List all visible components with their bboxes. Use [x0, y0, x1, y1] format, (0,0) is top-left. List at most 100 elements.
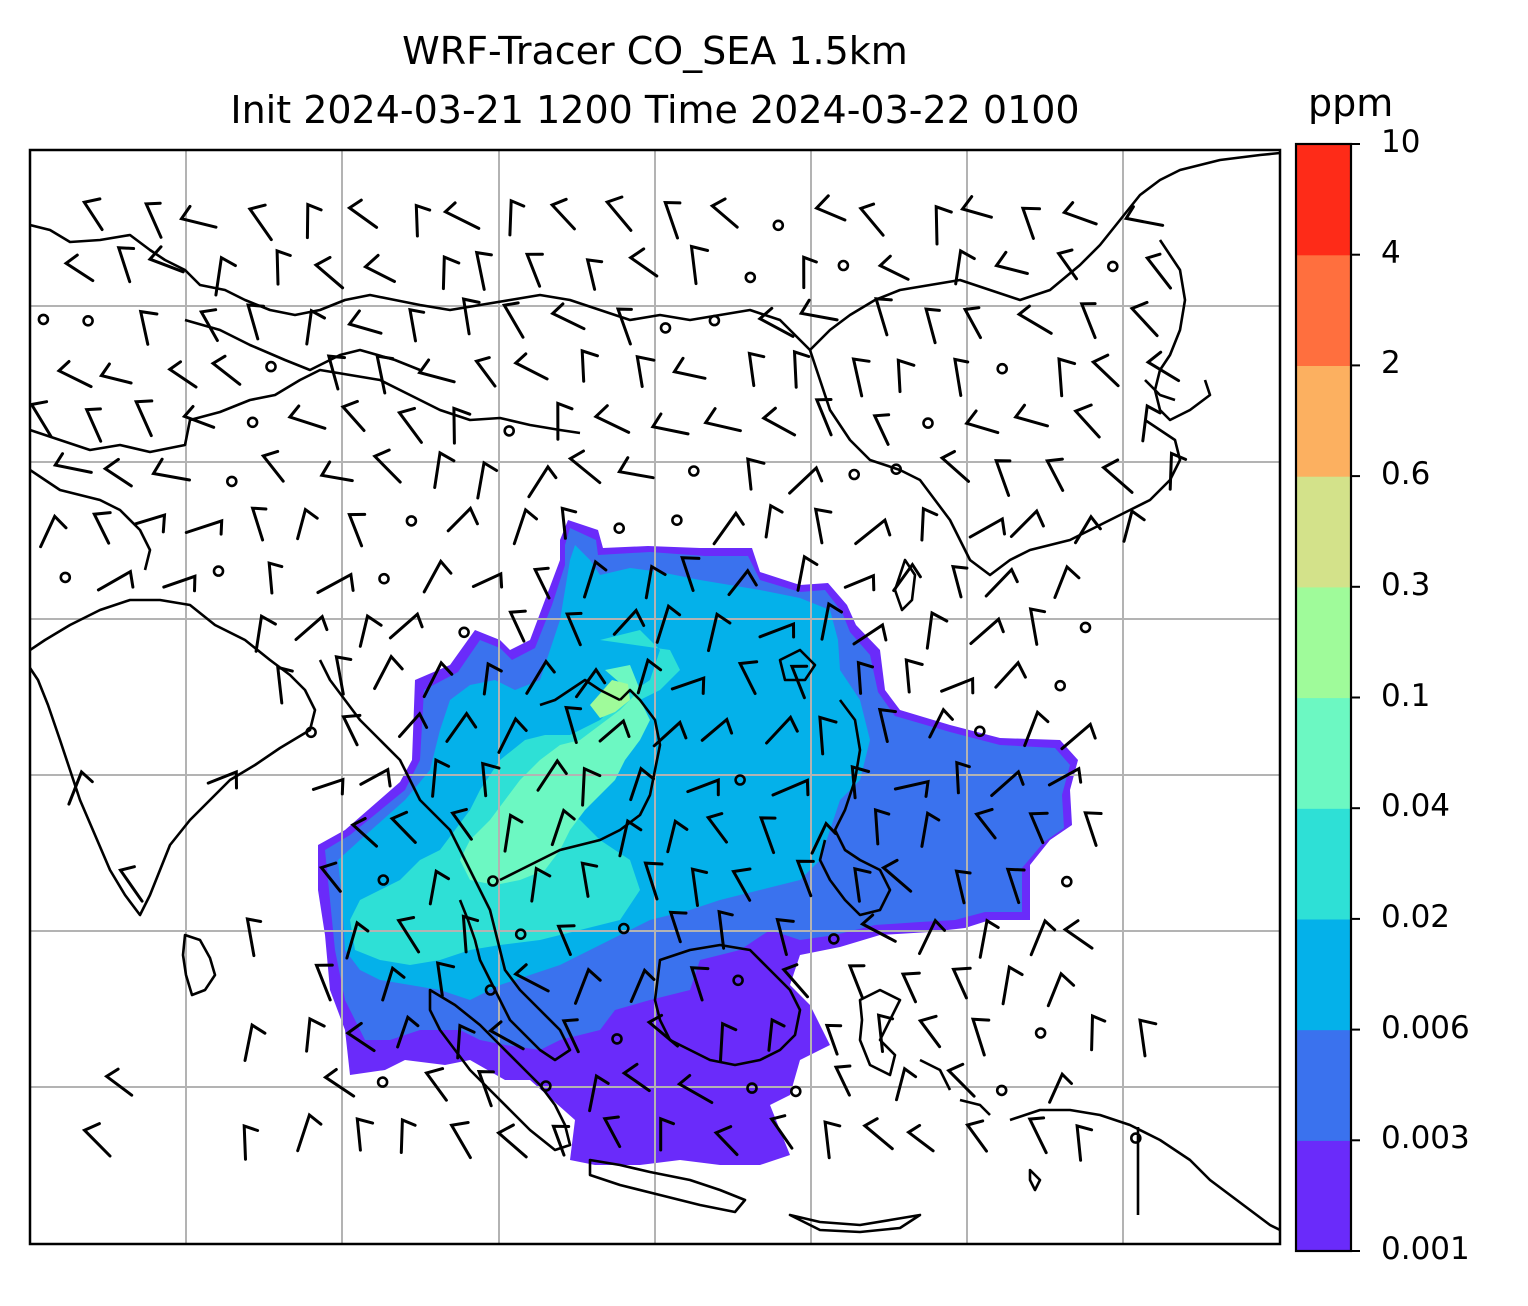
wind-barb	[296, 1112, 323, 1153]
wind-barb	[347, 512, 367, 548]
wind-barb	[666, 818, 689, 854]
wind-barb	[441, 254, 461, 291]
wind-barb	[341, 713, 362, 747]
wind-barb	[629, 766, 655, 802]
wind-barb	[1061, 201, 1098, 226]
wind-barb	[659, 1116, 675, 1152]
wind-barb	[560, 506, 578, 540]
wind-barb	[628, 247, 659, 278]
calm-wind-marker	[973, 725, 986, 738]
wind-barb	[103, 1067, 134, 1097]
wind-barb	[757, 306, 795, 338]
wind-barb	[823, 1120, 842, 1160]
wind-barb	[138, 309, 159, 346]
calm-wind-marker	[922, 417, 934, 429]
wind-barb	[954, 869, 972, 905]
wind-barb	[388, 611, 424, 640]
wind-barb	[939, 450, 970, 483]
wind-barb	[652, 719, 688, 748]
wind-barb	[422, 660, 454, 699]
wind-barb	[524, 252, 544, 288]
wind-barb	[719, 1021, 738, 1063]
wind-barb	[1090, 353, 1120, 388]
wind-barb	[951, 966, 972, 1000]
wind-barb	[713, 1125, 739, 1157]
wind-barb	[1057, 356, 1077, 398]
wind-barb	[246, 303, 265, 341]
wind-barb	[598, 718, 631, 743]
calm-wind-marker	[503, 425, 516, 437]
wind-barb	[905, 1123, 935, 1153]
wind-barb	[346, 198, 379, 229]
wind-barb	[551, 1124, 571, 1157]
wind-barb	[689, 966, 710, 1002]
map-title-line2: Init 2024-03-21 1200 Time 2024-03-22 010…	[230, 88, 1080, 132]
wind-barb	[700, 716, 734, 742]
wind-barb	[1048, 1071, 1073, 1104]
wind-barb	[1079, 302, 1097, 340]
wind-barb	[442, 201, 481, 230]
wind-barb	[350, 817, 378, 848]
calm-wind-marker	[1079, 621, 1092, 634]
wind-barb	[184, 518, 224, 536]
wind-barb	[359, 767, 392, 788]
calm-wind-marker	[1034, 1027, 1047, 1039]
calm-wind-marker	[732, 974, 744, 987]
wind-barb	[588, 1073, 610, 1113]
wind-barb	[580, 861, 599, 898]
calm-wind-marker	[1054, 679, 1066, 692]
wind-barb	[602, 1115, 622, 1149]
wind-barb	[473, 356, 497, 388]
wind-barb	[686, 777, 720, 797]
colorbar-ticks	[1351, 143, 1360, 1252]
colorbar-tick-label: 0.02	[1381, 898, 1451, 935]
plume-layer-core	[590, 680, 630, 718]
wind-barb	[646, 1013, 679, 1048]
wind-barb	[850, 764, 871, 800]
wind-barb	[1090, 1013, 1107, 1052]
wind-barb	[924, 307, 941, 345]
calm-wind-marker	[540, 1080, 552, 1092]
wind-barb	[167, 360, 198, 389]
wind-barb	[102, 457, 133, 488]
wind-barb	[814, 194, 847, 222]
wind-barb	[181, 405, 216, 429]
wind-barb	[84, 407, 103, 443]
wind-barb	[358, 613, 383, 648]
wind-barb	[994, 250, 1029, 275]
wind-barb	[550, 807, 576, 847]
wind-barb	[820, 601, 843, 641]
wind-barb	[372, 448, 402, 484]
wind-barb	[373, 653, 404, 690]
wind-barb	[513, 352, 549, 381]
wind-barb	[476, 460, 499, 500]
wind-barb	[151, 457, 191, 482]
wind-barb	[689, 244, 710, 286]
wind-barb	[629, 967, 656, 1003]
calm-wind-marker	[837, 259, 850, 272]
wind-barb	[1028, 811, 1049, 845]
wind-barb	[316, 572, 355, 594]
wind-barb	[644, 564, 667, 600]
wind-barb	[680, 556, 701, 592]
wind-barb	[771, 778, 810, 797]
wind-barb	[1009, 508, 1045, 538]
wind-barb	[767, 1017, 786, 1052]
wind-barb	[206, 769, 238, 790]
coastline-islands	[919, 1058, 1042, 1192]
wind-barb	[574, 967, 602, 1005]
wind-barb	[792, 349, 811, 389]
wind-barb	[424, 1067, 448, 1102]
colorbar-segment	[1296, 144, 1351, 256]
wind-barb	[435, 961, 456, 998]
coastline-arabian	[30, 468, 152, 571]
wind-barb	[1100, 458, 1134, 494]
colorbar-tick-label: 0.1	[1381, 677, 1431, 714]
calm-wind-marker	[246, 416, 259, 429]
colorbar-tick-label: 0.6	[1381, 456, 1431, 493]
calm-wind-marker	[458, 626, 470, 639]
wind-barb	[851, 357, 871, 398]
wind-barb	[703, 407, 742, 433]
wind-barb	[585, 258, 604, 291]
wind-barb	[676, 1074, 714, 1104]
